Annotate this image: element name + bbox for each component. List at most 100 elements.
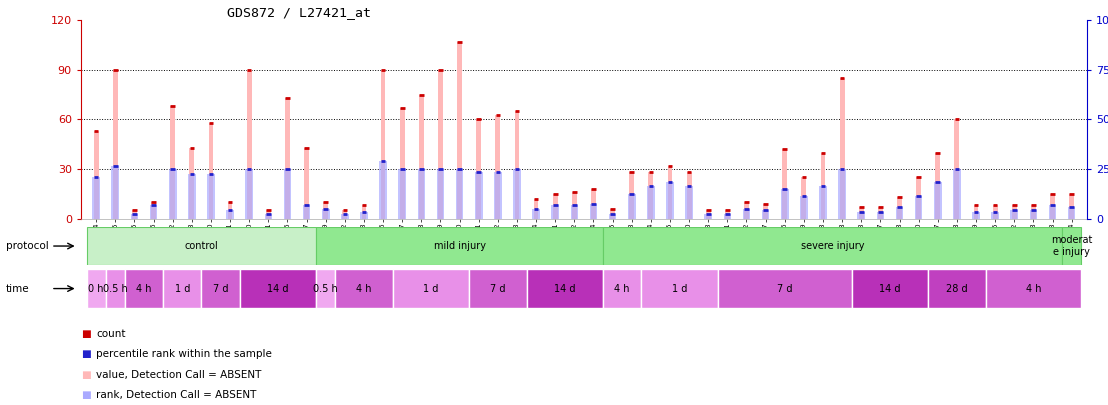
Bar	[718, 269, 852, 308]
Bar	[189, 147, 194, 219]
Bar	[399, 169, 406, 219]
Bar	[782, 149, 787, 219]
Text: 4 h: 4 h	[356, 284, 371, 294]
Bar	[1069, 194, 1074, 219]
Bar	[458, 42, 462, 219]
Text: protocol: protocol	[6, 241, 49, 251]
Bar	[821, 153, 825, 219]
Bar	[227, 202, 233, 219]
Bar	[628, 194, 636, 219]
Bar	[245, 169, 253, 219]
Bar	[763, 204, 768, 219]
Bar	[993, 205, 997, 219]
Bar	[1029, 211, 1037, 219]
Bar	[1048, 205, 1056, 219]
Bar	[514, 111, 520, 219]
Bar	[92, 177, 100, 219]
Bar	[992, 212, 999, 219]
Bar	[589, 204, 597, 219]
Bar	[603, 227, 1063, 265]
Bar	[1063, 227, 1081, 265]
Bar	[526, 269, 603, 308]
Bar	[915, 196, 923, 219]
Bar	[878, 207, 883, 219]
Bar	[168, 169, 176, 219]
Text: count: count	[96, 329, 126, 339]
Bar	[974, 205, 978, 219]
Bar	[591, 189, 596, 219]
Text: ■: ■	[81, 370, 91, 379]
Bar	[381, 70, 386, 219]
Bar	[171, 106, 175, 219]
Bar	[534, 199, 538, 219]
Bar	[125, 269, 163, 308]
Bar	[895, 207, 903, 219]
Text: 14 d: 14 d	[879, 284, 901, 294]
Bar	[745, 202, 749, 219]
Text: ■: ■	[81, 329, 91, 339]
Bar	[150, 205, 157, 219]
Text: 4 h: 4 h	[615, 284, 630, 294]
Bar	[1050, 194, 1055, 219]
Text: GDS872 / L27421_at: GDS872 / L27421_at	[227, 6, 371, 19]
Bar	[603, 269, 642, 308]
Bar	[953, 169, 961, 219]
Bar	[105, 269, 125, 308]
Bar	[113, 70, 117, 219]
Bar	[208, 123, 214, 219]
Bar	[934, 182, 942, 219]
Bar	[131, 214, 138, 219]
Bar	[642, 269, 718, 308]
Text: 28 d: 28 d	[946, 284, 967, 294]
Bar	[972, 212, 979, 219]
Bar	[392, 269, 469, 308]
Bar	[163, 269, 202, 308]
Bar	[876, 212, 884, 219]
Text: 14 d: 14 d	[267, 284, 289, 294]
Text: time: time	[6, 284, 29, 294]
Text: 4 h: 4 h	[136, 284, 152, 294]
Bar	[666, 182, 674, 219]
Text: 0.5 h: 0.5 h	[103, 284, 127, 294]
Bar	[839, 169, 845, 219]
Bar	[859, 207, 863, 219]
Bar	[475, 173, 483, 219]
Text: 7 d: 7 d	[490, 284, 505, 294]
Bar	[419, 95, 423, 219]
Text: 14 d: 14 d	[554, 284, 575, 294]
Bar	[202, 269, 239, 308]
Bar	[112, 166, 120, 219]
Bar	[247, 70, 252, 219]
Bar	[513, 169, 521, 219]
Bar	[494, 173, 502, 219]
Bar	[361, 205, 367, 219]
Bar	[897, 197, 902, 219]
Bar	[801, 177, 807, 219]
Bar	[342, 211, 347, 219]
Bar	[611, 209, 615, 219]
Bar	[725, 211, 730, 219]
Bar	[132, 211, 136, 219]
Bar	[916, 177, 921, 219]
Bar	[284, 169, 291, 219]
Text: rank, Detection Call = ABSENT: rank, Detection Call = ABSENT	[96, 390, 257, 400]
Bar	[685, 185, 692, 219]
Bar	[379, 161, 387, 219]
Text: 1 d: 1 d	[175, 284, 189, 294]
Bar	[1012, 205, 1017, 219]
Bar	[762, 211, 769, 219]
Bar	[781, 189, 789, 219]
Bar	[266, 211, 270, 219]
Bar	[629, 173, 634, 219]
Text: 4 h: 4 h	[1026, 284, 1042, 294]
Bar	[706, 211, 710, 219]
Bar	[188, 174, 196, 219]
Bar	[954, 119, 960, 219]
Text: moderat
e injury: moderat e injury	[1051, 235, 1092, 257]
Text: severe injury: severe injury	[801, 241, 864, 251]
Bar	[151, 202, 156, 219]
Bar	[265, 214, 273, 219]
Bar	[571, 205, 578, 219]
Bar	[207, 174, 215, 219]
Text: 1 d: 1 d	[423, 284, 439, 294]
